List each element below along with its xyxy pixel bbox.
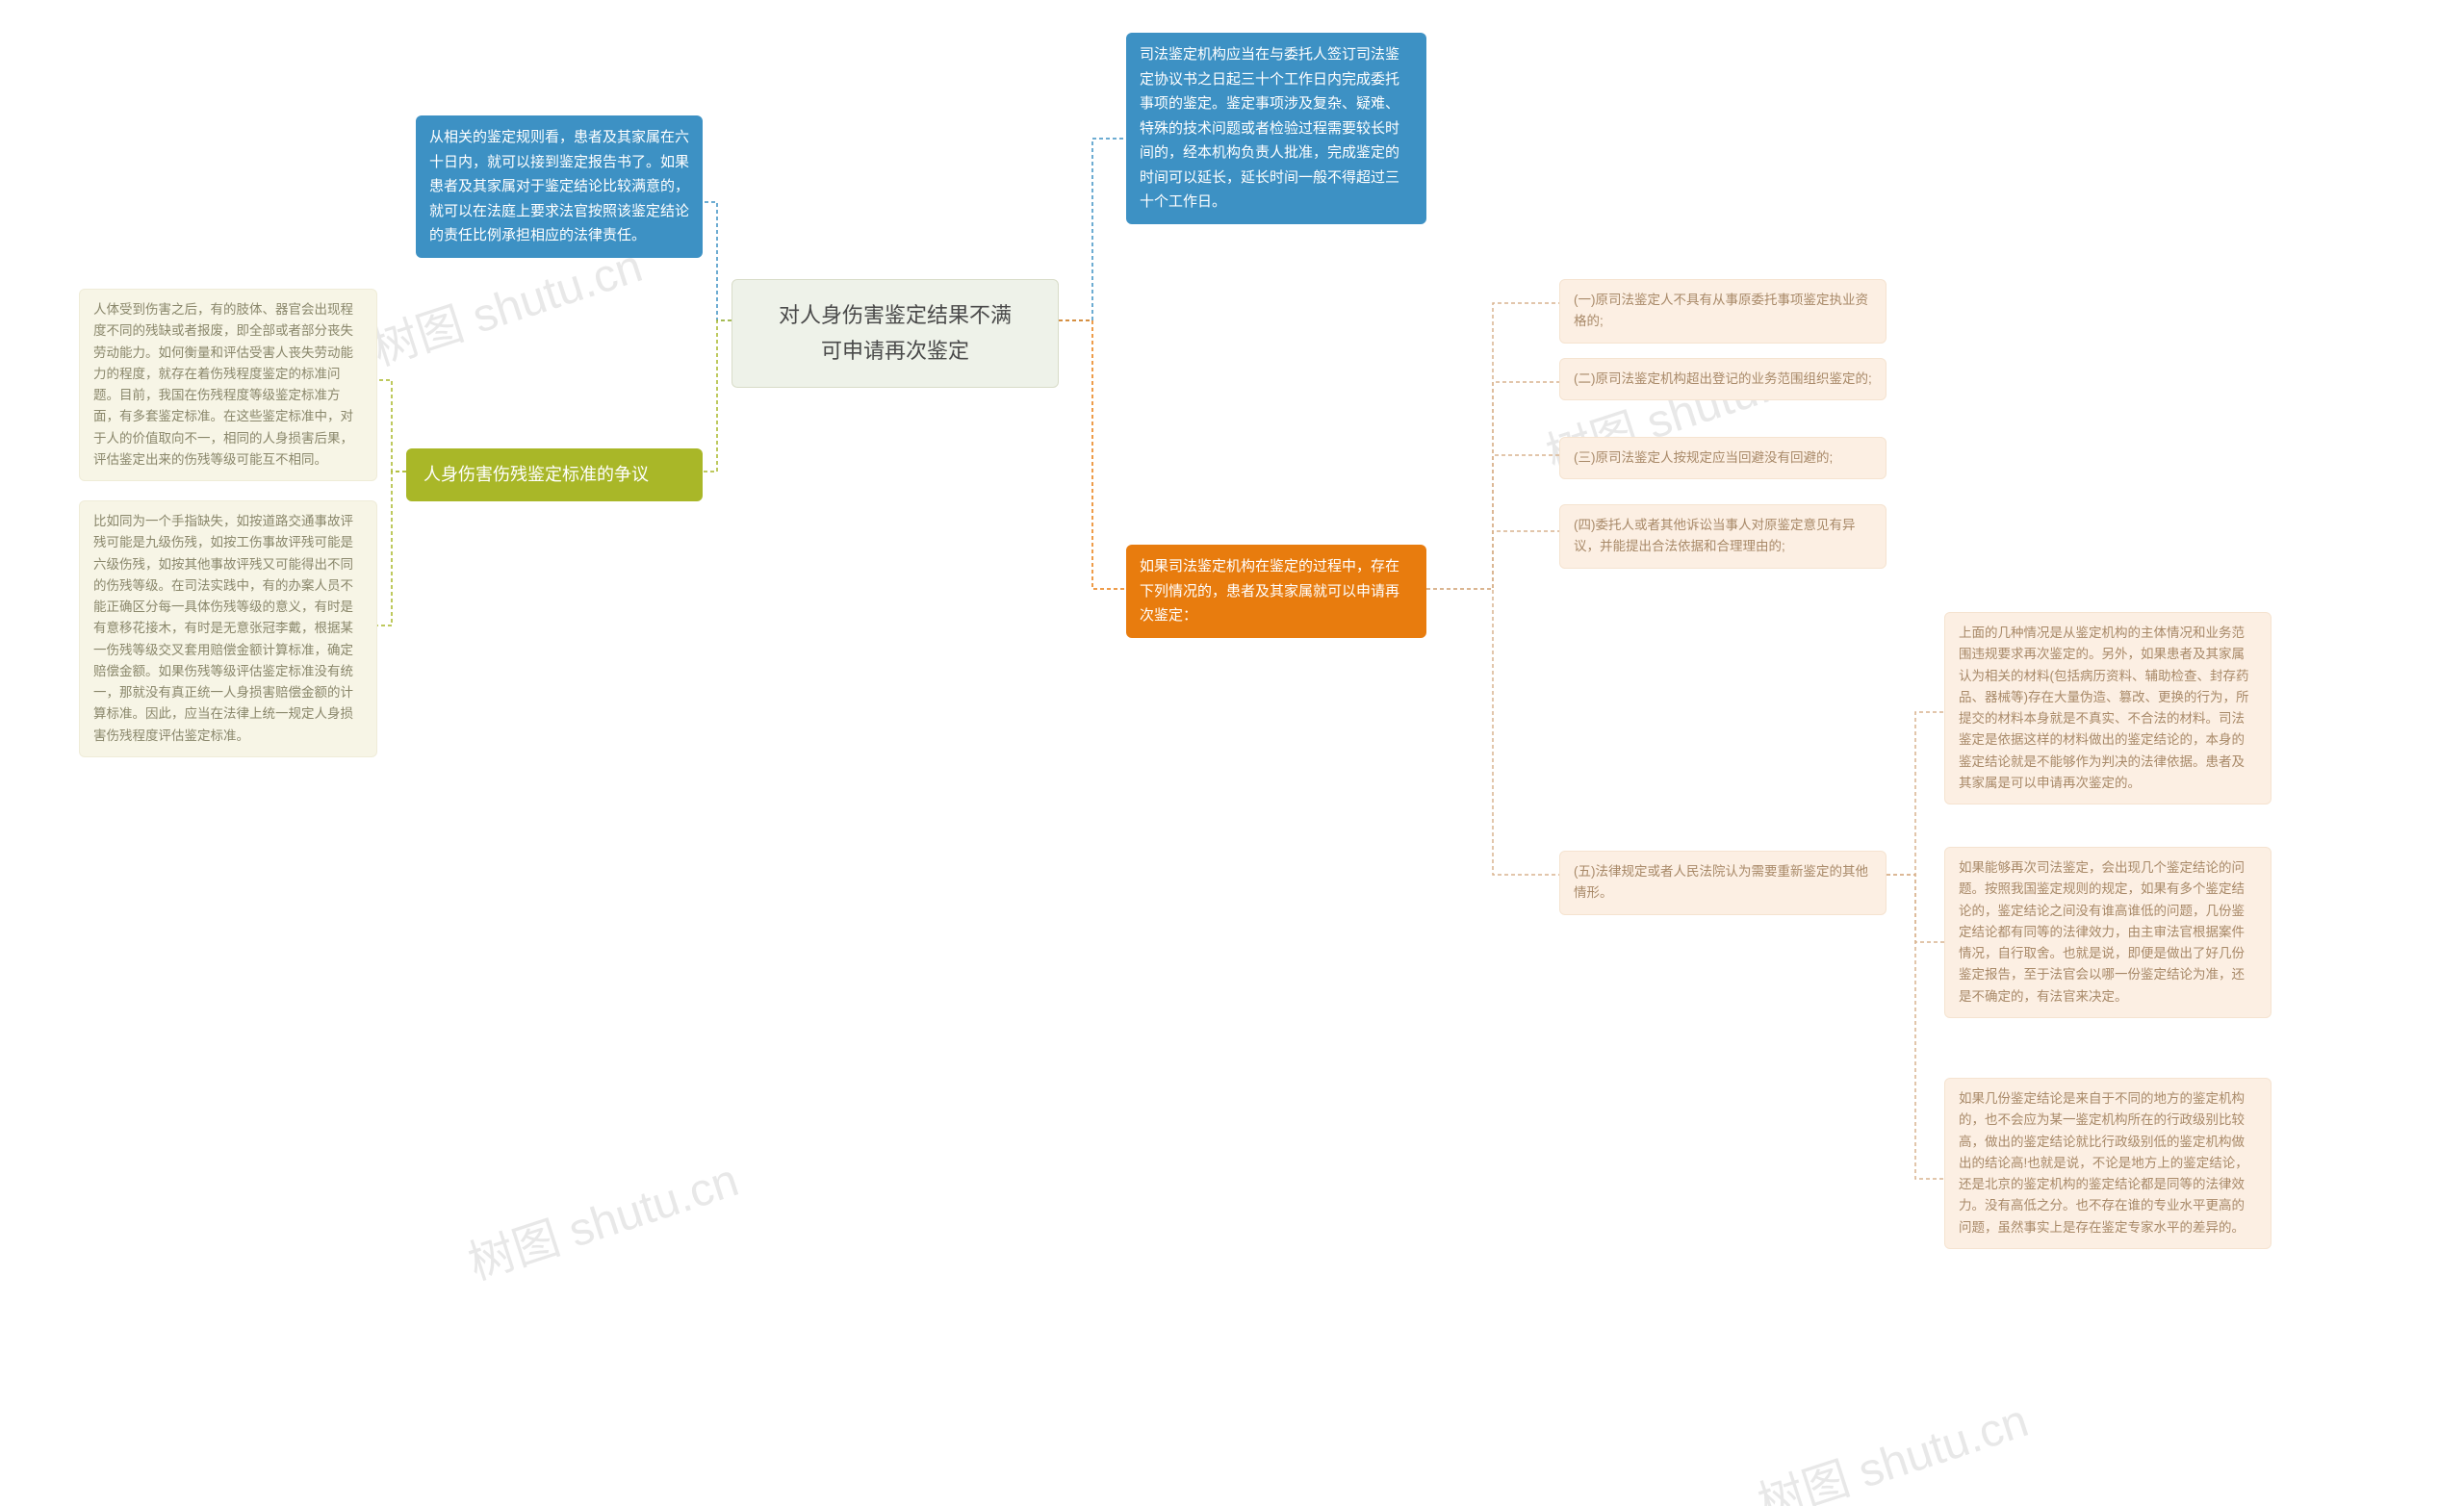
peach-item-text: (一)原司法鉴定人不具有从事原委托事项鉴定执业资格的; — [1574, 293, 1868, 328]
peach-detail-1: 上面的几种情况是从鉴定机构的主体情况和业务范围违规要求再次鉴定的。另外，如果患者… — [1944, 612, 2272, 804]
peach-detail-text: 如果能够再次司法鉴定，会出现几个鉴定结论的问题。按照我国鉴定规则的规定，如果有多… — [1959, 860, 2245, 1004]
left-cream-node-1: 人体受到伤害之后，有的肢体、器官会出现程度不同的残缺或者报废，即全部或者部分丧失… — [79, 289, 377, 481]
right-blue-text: 司法鉴定机构应当在与委托人签订司法鉴定协议书之日起三十个工作日内完成委托事项的鉴… — [1140, 46, 1399, 210]
peach-item-4: (四)委托人或者其他诉讼当事人对原鉴定意见有异议，并能提出合法依据和合理理由的; — [1559, 504, 1886, 569]
peach-item-2: (二)原司法鉴定机构超出登记的业务范围组织鉴定的; — [1559, 358, 1886, 400]
left-cream-text-2: 比如同为一个手指缺失，如按道路交通事故评残可能是九级伤残，如按工伤事故评残可能是… — [93, 514, 353, 743]
peach-item-text: (四)委托人或者其他诉讼当事人对原鉴定意见有异议，并能提出合法依据和合理理由的; — [1574, 518, 1856, 553]
watermark: 树图 shutu.cn — [458, 1142, 745, 1292]
left-olive-node: 人身伤害伤残鉴定标准的争议 — [406, 448, 703, 501]
right-orange-node: 如果司法鉴定机构在鉴定的过程中，存在下列情况的，患者及其家属就可以申请再次鉴定： — [1126, 545, 1426, 638]
left-blue-node: 从相关的鉴定规则看，患者及其家属在六十日内，就可以接到鉴定报告书了。如果患者及其… — [416, 115, 703, 258]
left-cream-text-1: 人体受到伤害之后，有的肢体、器官会出现程度不同的残缺或者报废，即全部或者部分丧失… — [93, 302, 353, 467]
peach-item-5: (五)法律规定或者人民法院认为需要重新鉴定的其他情形。 — [1559, 851, 1886, 915]
peach-detail-text: 如果几份鉴定结论是来自于不同的地方的鉴定机构的，也不会应为某一鉴定机构所在的行政… — [1959, 1091, 2248, 1235]
right-blue-node: 司法鉴定机构应当在与委托人签订司法鉴定协议书之日起三十个工作日内完成委托事项的鉴… — [1126, 33, 1426, 224]
right-orange-text: 如果司法鉴定机构在鉴定的过程中，存在下列情况的，患者及其家属就可以申请再次鉴定： — [1140, 558, 1399, 624]
peach-item-1: (一)原司法鉴定人不具有从事原委托事项鉴定执业资格的; — [1559, 279, 1886, 344]
peach-item-text: (五)法律规定或者人民法院认为需要重新鉴定的其他情形。 — [1574, 864, 1868, 900]
center-node: 对人身伤害鉴定结果不满可申请再次鉴定 — [732, 279, 1059, 388]
left-blue-text: 从相关的鉴定规则看，患者及其家属在六十日内，就可以接到鉴定报告书了。如果患者及其… — [429, 129, 689, 243]
watermark: 树图 shutu.cn — [1748, 1383, 2035, 1506]
peach-item-text: (二)原司法鉴定机构超出登记的业务范围组织鉴定的; — [1574, 371, 1872, 386]
peach-detail-text: 上面的几种情况是从鉴定机构的主体情况和业务范围违规要求再次鉴定的。另外，如果患者… — [1959, 625, 2249, 790]
peach-detail-2: 如果能够再次司法鉴定，会出现几个鉴定结论的问题。按照我国鉴定规则的规定，如果有多… — [1944, 847, 2272, 1018]
peach-item-3: (三)原司法鉴定人按规定应当回避没有回避的; — [1559, 437, 1886, 479]
peach-item-text: (三)原司法鉴定人按规定应当回避没有回避的; — [1574, 450, 1833, 465]
left-cream-node-2: 比如同为一个手指缺失，如按道路交通事故评残可能是九级伤残，如按工伤事故评残可能是… — [79, 500, 377, 757]
center-text: 对人身伤害鉴定结果不满可申请再次鉴定 — [779, 303, 1012, 363]
peach-detail-3: 如果几份鉴定结论是来自于不同的地方的鉴定机构的，也不会应为某一鉴定机构所在的行政… — [1944, 1078, 2272, 1249]
left-olive-text: 人身伤害伤残鉴定标准的争议 — [424, 465, 649, 484]
